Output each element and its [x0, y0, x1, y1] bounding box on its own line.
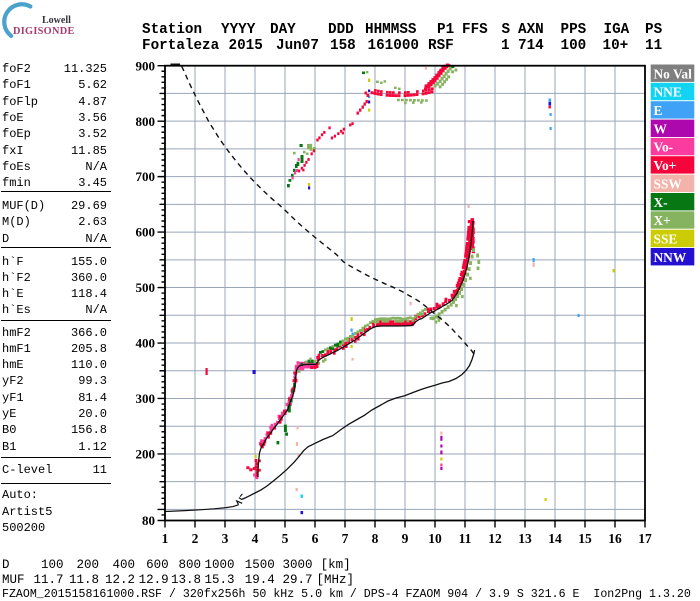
svg-text:14: 14 [548, 531, 562, 546]
svg-text:6: 6 [312, 531, 319, 546]
svg-text:W: W [654, 121, 668, 136]
svg-text:7: 7 [342, 531, 349, 546]
svg-text:8: 8 [372, 531, 379, 546]
svg-text:SSE: SSE [654, 232, 678, 247]
svg-text:12: 12 [488, 531, 502, 546]
svg-text:10: 10 [428, 531, 442, 546]
svg-text:E: E [654, 103, 663, 118]
svg-text:11: 11 [459, 531, 472, 546]
svg-text:700: 700 [136, 169, 156, 184]
svg-text:No Val: No Val [654, 66, 693, 81]
svg-text:600: 600 [136, 225, 156, 240]
svg-text:X+: X+ [654, 213, 671, 228]
svg-text:9: 9 [402, 531, 409, 546]
svg-text:900: 900 [136, 58, 156, 73]
svg-text:1: 1 [162, 531, 169, 546]
svg-text:400: 400 [136, 336, 156, 351]
svg-text:NNW: NNW [654, 250, 687, 265]
svg-text:2: 2 [192, 531, 199, 546]
svg-text:NNE: NNE [654, 85, 682, 100]
svg-text:15: 15 [578, 531, 592, 546]
svg-text:SSW: SSW [654, 176, 683, 191]
svg-text:17: 17 [638, 531, 652, 546]
svg-text:X-: X- [654, 195, 668, 210]
svg-text:16: 16 [608, 531, 622, 546]
svg-text:4: 4 [252, 531, 259, 546]
svg-text:800: 800 [136, 114, 156, 129]
svg-text:200: 200 [136, 447, 156, 462]
svg-text:5: 5 [282, 531, 289, 546]
svg-text:Vo-: Vo- [654, 140, 674, 155]
svg-text:3: 3 [222, 531, 229, 546]
svg-text:80: 80 [142, 513, 155, 528]
svg-text:13: 13 [518, 531, 532, 546]
svg-text:500: 500 [136, 280, 156, 295]
svg-text:300: 300 [136, 391, 156, 406]
svg-text:Vo+: Vo+ [654, 158, 677, 173]
